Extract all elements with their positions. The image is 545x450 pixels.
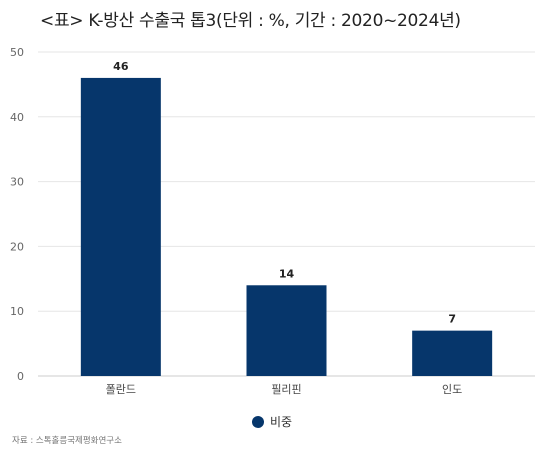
y-tick-label: 30 (10, 176, 24, 189)
y-tick-label: 50 (10, 46, 24, 59)
x-tick-label: 폴란드 (106, 383, 136, 396)
legend-label: 비중 (270, 415, 293, 429)
bar[interactable] (80, 77, 161, 377)
y-tick-label: 20 (10, 240, 24, 253)
y-tick-label: 40 (10, 111, 24, 124)
data-labels: 46 14 7 (113, 60, 456, 326)
data-label: 14 (279, 267, 295, 280)
bars (80, 77, 493, 377)
bar[interactable] (412, 330, 493, 376)
y-axis-ticks: 0 10 20 30 40 50 (10, 46, 24, 383)
y-tick-label: 0 (17, 370, 24, 383)
x-tick-label: 필리핀 (271, 383, 301, 396)
legend[interactable]: 비중 (252, 413, 292, 430)
x-axis-ticks: 폴란드 필리핀 인도 (106, 383, 463, 396)
data-label: 7 (448, 313, 456, 326)
source-note: 자료 : 스톡홀름국제평화연구소 (12, 436, 122, 446)
bar[interactable] (246, 285, 327, 376)
data-label: 46 (113, 60, 129, 73)
chart-title: <표> K-방산 수출국 톱3(단위 : %, 기간 : 2020~2024년) (40, 11, 461, 31)
x-tick-label: 인도 (442, 383, 462, 396)
y-tick-label: 10 (10, 305, 24, 318)
legend-marker (252, 415, 264, 428)
